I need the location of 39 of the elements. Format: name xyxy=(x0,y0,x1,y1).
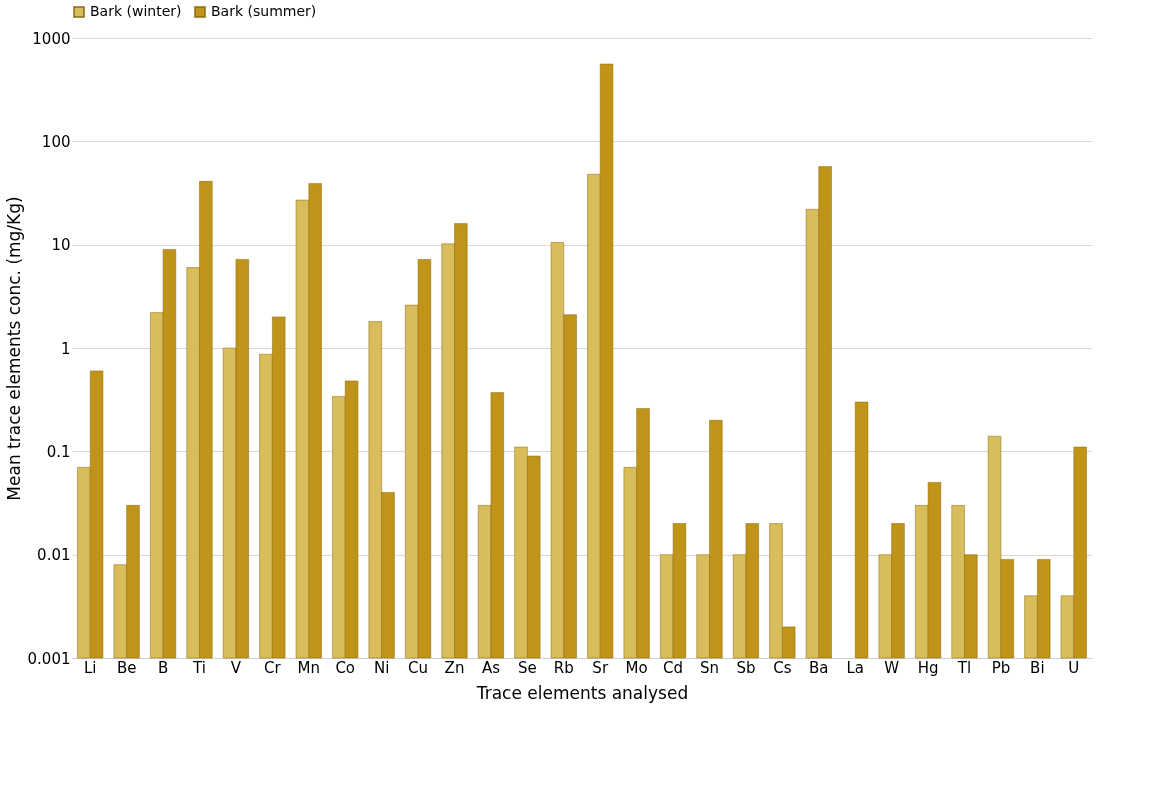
x-tick-label: Co xyxy=(335,658,356,677)
x-tick-label: Ni xyxy=(373,658,390,677)
y-tick-label: 0.001 xyxy=(27,649,71,668)
x-tick-label: Mn xyxy=(297,658,321,677)
x-tick-label: As xyxy=(481,658,501,677)
x-tick-label: W xyxy=(884,658,900,677)
x-tick-label: Se xyxy=(517,658,537,677)
x-tick-label: U xyxy=(1068,658,1080,677)
y-tick-label: 100 xyxy=(41,132,71,151)
x-tick-label: Cs xyxy=(773,658,792,677)
x-axis-title: Trace elements analysed xyxy=(475,682,689,703)
y-tick-label: 1 xyxy=(60,339,71,358)
x-tick-label: Pb xyxy=(991,658,1011,677)
x-tick-label: Ti xyxy=(192,658,206,677)
y-axis-title: Mean trace elements conc. (mg/Kg) xyxy=(3,196,24,501)
x-tick-label: Sn xyxy=(699,658,720,677)
y-tick-label: 0.1 xyxy=(46,442,71,461)
x-tick-label: Li xyxy=(83,658,97,677)
x-tick-label: Zn xyxy=(444,658,465,677)
x-tick-label: Sb xyxy=(736,658,756,677)
legend-label: Bark (summer) xyxy=(211,3,317,19)
x-tick-label: Hg xyxy=(917,658,939,677)
x-tick-label: Bi xyxy=(1030,658,1045,677)
x-tick-label: Ba xyxy=(809,658,829,677)
legend-label: Bark (winter) xyxy=(90,3,182,19)
x-tick-label: Rb xyxy=(553,658,574,677)
y-tick-label: 10 xyxy=(51,236,71,255)
x-tick-label: B xyxy=(157,658,169,677)
y-tick-label: 1000 xyxy=(32,29,71,48)
y-tick-label: 0.01 xyxy=(37,546,71,565)
x-tick-label: Mo xyxy=(625,658,648,677)
x-tick-label: Be xyxy=(116,658,137,677)
x-tick-label: Sr xyxy=(592,658,609,677)
x-tick-label: La xyxy=(846,658,864,677)
x-tick-label: V xyxy=(230,658,242,677)
x-tick-label: Cd xyxy=(663,658,684,677)
x-tick-label: Cu xyxy=(408,658,429,677)
x-tick-label: Cr xyxy=(264,658,282,677)
x-tick-label: Tl xyxy=(956,658,972,677)
